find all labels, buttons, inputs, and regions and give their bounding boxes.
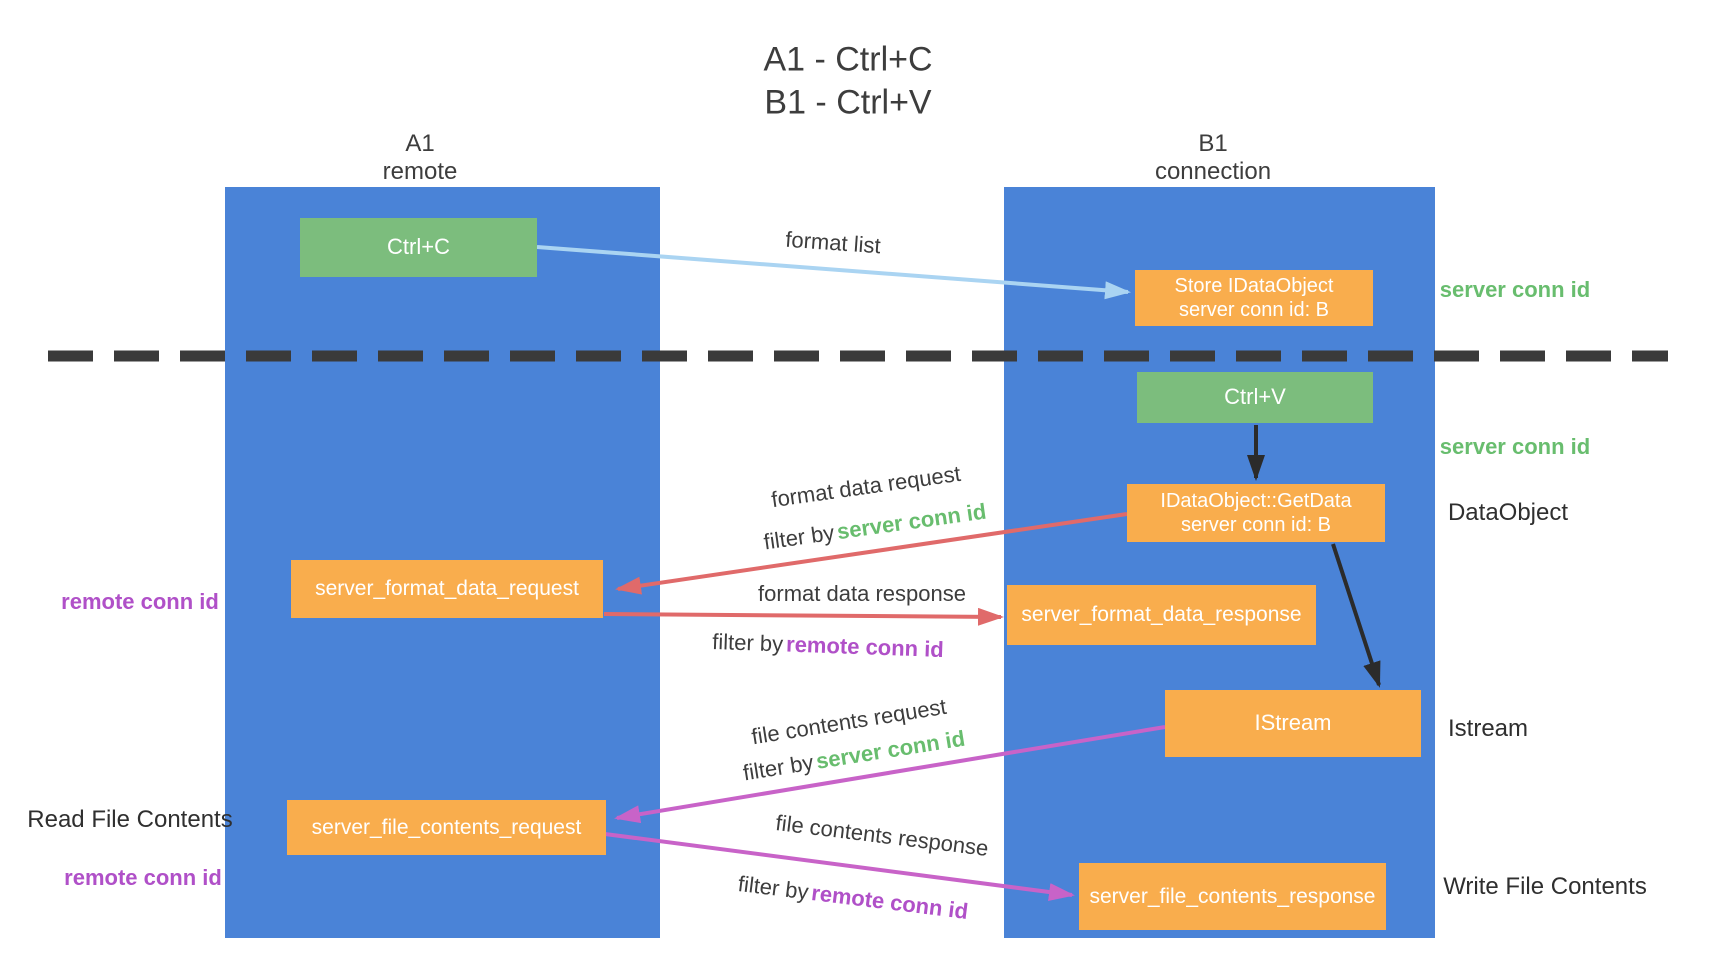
page-title-line-1: A1 - Ctrl+C (763, 40, 933, 79)
write-file-contents-side-label: Write File Contents (1443, 873, 1647, 900)
remote-conn-id-filter-text: remote conn id (809, 879, 970, 925)
filter-by-text: filter by (711, 628, 784, 657)
idataobject-getdata-line-2: server conn id: B (1180, 514, 1332, 536)
server-conn-id-filter-text: server conn id (835, 498, 988, 545)
server-conn-id-side-label-mid: server conn id (1439, 434, 1591, 459)
column-a-header: A1 remote (383, 130, 458, 186)
ctrl-v-box: Ctrl+V (1137, 372, 1373, 423)
server-file-contents-response-box: server_file_contents_response (1079, 863, 1386, 930)
filter-by-text: filter by (736, 870, 811, 905)
filter-by-remote-conn-id-label-2: filter byremote conn id (736, 870, 970, 925)
ctrl-c-box-label: Ctrl+C (387, 234, 450, 260)
server-file-contents-request-label: server_file_contents_request (311, 815, 582, 839)
ctrl-c-box: Ctrl+C (300, 218, 537, 277)
filter-by-text: filter by (762, 519, 836, 555)
istream-box: IStream (1165, 690, 1421, 757)
server-format-data-request-label: server_format_data_request (315, 577, 579, 601)
column-b-header-line-1: B1 (1198, 130, 1228, 157)
column-a-header-line-2: remote (382, 158, 458, 185)
column-b-header: B1 connection (1155, 130, 1271, 186)
istream-box-label: IStream (1254, 710, 1332, 736)
page-title-line-2: B1 - Ctrl+V (764, 83, 932, 122)
filter-by-text: filter by (741, 749, 816, 786)
idataobject-getdata-box: IDataObject::GetData server conn id: B (1127, 484, 1385, 542)
file-contents-response-label: file contents response (774, 810, 990, 861)
store-idataobject-line-1: Store IDataObject (1174, 275, 1334, 297)
format-list-label: format list (784, 226, 882, 259)
server-file-contents-request-box: server_file_contents_request (287, 800, 606, 855)
server-format-data-response-box: server_format_data_response (1007, 585, 1316, 645)
istream-side-label: Istream (1447, 715, 1529, 742)
format-data-response-arrow (603, 607, 1004, 626)
read-file-contents-side-label: Read File Contents (27, 806, 233, 833)
column-a-header-line-1: A1 (405, 130, 435, 157)
remote-conn-id-side-label-bottom: remote conn id (64, 865, 222, 890)
format-data-response-label: format data response (758, 581, 966, 606)
remote-conn-id-side-label-top: remote conn id (61, 589, 219, 614)
server-format-data-response-label: server_format_data_response (1021, 603, 1302, 627)
ctrl-v-box-label: Ctrl+V (1224, 384, 1286, 410)
dataobject-side-label: DataObject (1447, 499, 1569, 526)
server-format-data-request-box: server_format_data_request (291, 560, 603, 618)
idataobject-getdata-line-1: IDataObject::GetData (1160, 490, 1352, 512)
column-b-header-line-2: connection (1154, 158, 1272, 185)
remote-conn-id-filter-text: remote conn id (785, 631, 945, 663)
server-conn-id-side-label-top: server conn id (1439, 277, 1591, 302)
store-idataobject-line-2: server conn id: B (1178, 299, 1330, 321)
store-idataobject-box: Store IDataObject server conn id: B (1135, 270, 1373, 326)
server-file-contents-response-label: server_file_contents_response (1089, 884, 1376, 908)
filter-by-remote-conn-id-label-1: filter byremote conn id (712, 629, 944, 663)
